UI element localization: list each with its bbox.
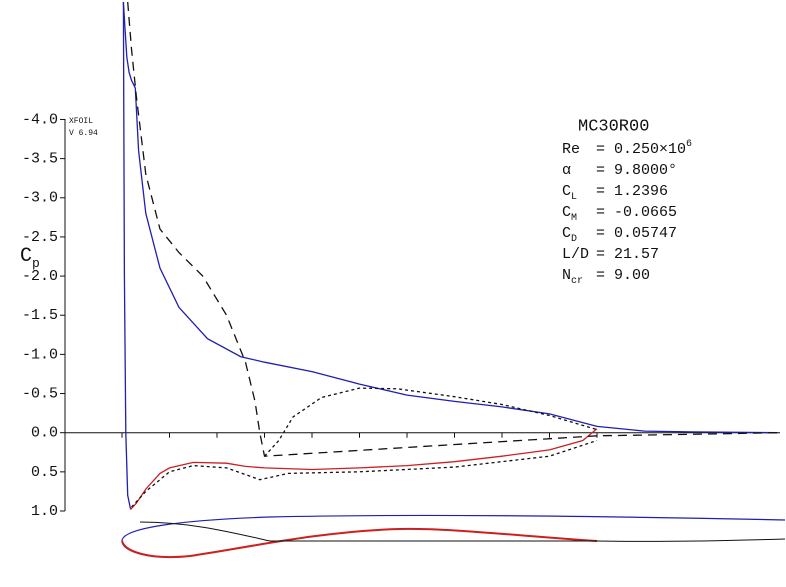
param-value: = 0.05747 — [596, 225, 677, 242]
param-symbol: C — [562, 183, 571, 200]
cp-curve — [130, 428, 598, 510]
param: Ncr = 9.00 — [562, 267, 650, 287]
cp-curve — [264, 387, 598, 457]
badge: V 6.94 — [69, 129, 98, 138]
param-value: = 1.2396 — [596, 183, 668, 200]
param-sup: 6 — [686, 139, 692, 150]
param: Re = 0.250×106 — [562, 139, 692, 158]
param: CM = -0.0665 — [562, 204, 677, 224]
y-tick-label: 0.5 — [31, 464, 58, 481]
param-sub: cr — [571, 276, 583, 287]
y-tick-label: -1.5 — [22, 307, 58, 324]
param-symbol: Re — [562, 141, 580, 158]
y-tick-label: 0.0 — [31, 425, 58, 442]
param: L/D = 21.57 — [562, 246, 659, 263]
y-tick-label: -3.5 — [22, 151, 58, 168]
title: MC30R00 — [578, 117, 649, 136]
param-symbol: C — [562, 204, 571, 221]
param-value: = 9.00 — [596, 267, 650, 284]
cp-curve — [122, 1, 778, 434]
cp-curve — [127, 1, 778, 457]
param: CD = 0.05747 — [562, 225, 677, 245]
y-tick-label: -2.0 — [22, 268, 58, 285]
param-sub: M — [571, 213, 577, 224]
y-axis-label: Cp — [20, 245, 40, 271]
cp-curve — [131, 439, 598, 508]
y-tick-label: -1.0 — [22, 346, 58, 363]
param-value: = 9.8000° — [596, 162, 677, 179]
y-tick-label: -0.5 — [22, 386, 58, 403]
y-tick-label: -4.0 — [22, 111, 58, 128]
param-sub: L — [571, 192, 577, 203]
cp-curve — [122, 1, 132, 510]
param-symbol: L/D — [562, 246, 589, 263]
param-sub: D — [571, 234, 577, 245]
badge: XFOIL — [69, 117, 93, 126]
param-value: = -0.0665 — [596, 204, 677, 221]
y-tick-label: -2.5 — [22, 229, 58, 246]
y-tick-label: 1.0 — [31, 503, 58, 520]
param-symbol: N — [562, 267, 571, 284]
param-symbol: C — [562, 225, 571, 242]
y-tick-label: -3.0 — [22, 190, 58, 207]
airfoil — [121, 514, 786, 558]
param-value: = 21.57 — [596, 246, 659, 263]
param: CL = 1.2396 — [562, 183, 668, 203]
param-symbol: α — [562, 162, 571, 179]
param-value: = 0.250×10 — [596, 141, 686, 158]
param: α = 9.8000° — [562, 162, 677, 179]
